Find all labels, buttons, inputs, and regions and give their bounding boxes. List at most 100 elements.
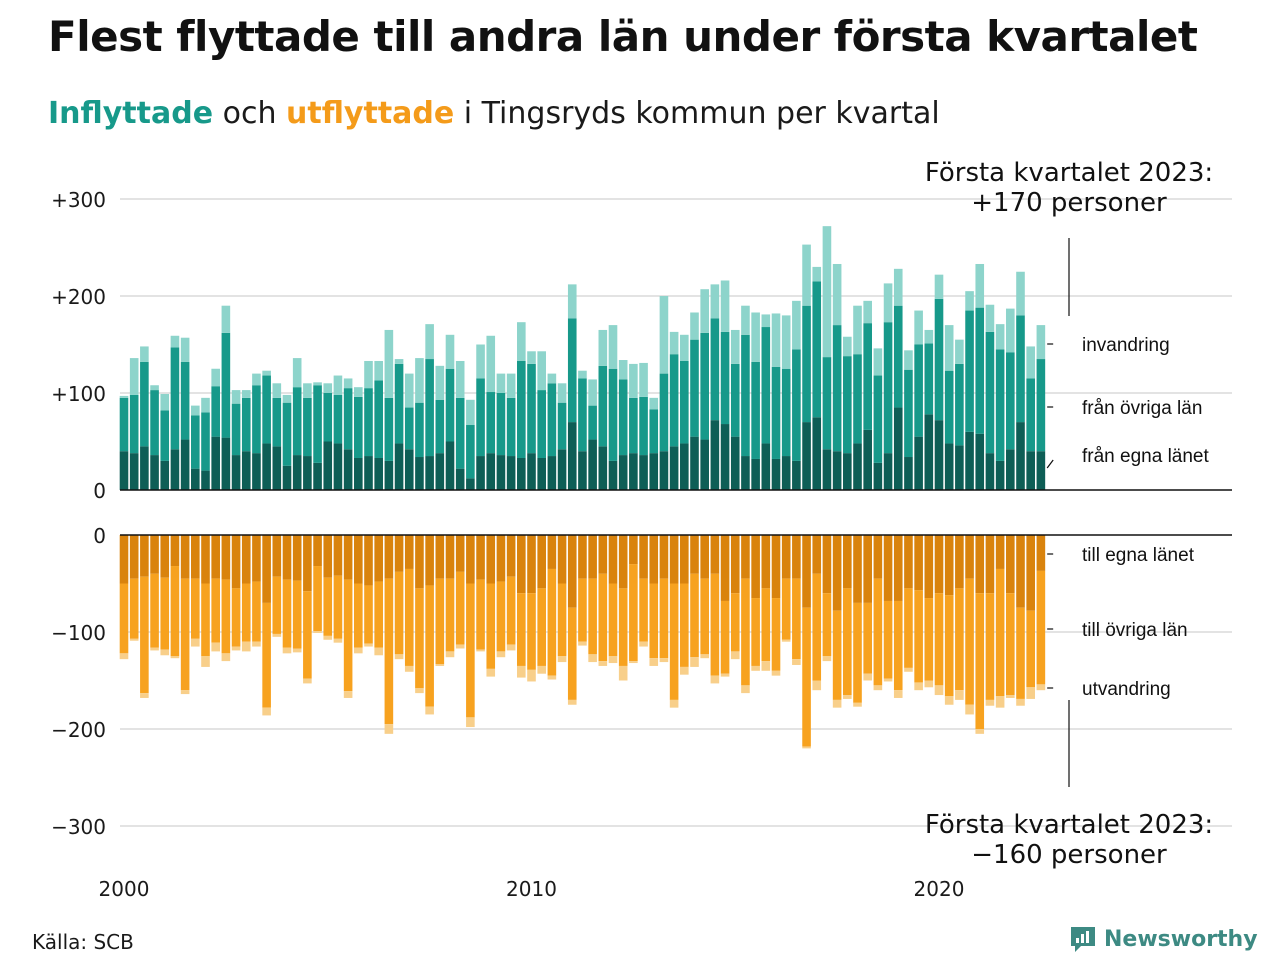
bar-out-ovriga [771,598,781,671]
bar-out-egna [323,535,333,578]
bar-in-egna [924,414,934,490]
bar-out-ovriga [985,593,995,700]
bar-out-egna [761,535,771,589]
bar-out-ovriga [965,578,974,705]
bar-out-egna [588,535,597,579]
bar-out-egna [160,535,170,578]
bar-out-egna [547,535,557,569]
bar-in-invandring [496,373,506,393]
bar-out-utvandring [303,678,312,684]
bar-out-egna [608,535,618,584]
legend-label-out: utvandring [1082,679,1171,700]
bar-out-ovriga [710,573,720,676]
bar-out-utvandring [333,638,343,643]
bar-out-utvandring [343,691,353,698]
bar-in-invandring [1016,271,1025,316]
bar-in-invandring [904,350,913,370]
bar-in-invandring [700,289,709,333]
bar-in-ovriga [435,399,445,454]
bar-out-utvandring [221,653,231,662]
bar-out-utvandring [160,649,170,656]
bar-in-ovriga [364,388,373,457]
bar-in-ovriga [1036,359,1046,452]
bar-in-ovriga [669,354,679,447]
bar-out-egna [1006,535,1015,594]
bar-in-invandring [924,329,934,344]
bar-out-ovriga [822,593,832,657]
bar-out-egna [883,535,893,601]
bar-out-utvandring [435,664,445,666]
bar-in-invandring [119,395,129,398]
bar-in-egna [547,456,557,490]
bar-out-ovriga [303,591,312,679]
bar-in-invandring [364,360,373,389]
bar-out-utvandring [934,685,944,696]
bar-out-utvandring [1026,687,1035,699]
legend-label-out: till övriga län [1082,620,1188,641]
bar-out-egna [150,535,159,574]
bar-in-ovriga [191,415,200,469]
bar-out-utvandring [150,647,159,651]
bar-in-ovriga [476,378,485,457]
bar-out-ovriga [1026,610,1035,688]
y-tick-label-top: +300 [51,188,106,212]
bar-in-invandring [802,244,811,306]
bar-out-egna [415,535,424,589]
bar-out-utvandring [455,644,465,649]
annotation-top-line1: Första kvartalet 2023: [925,158,1213,188]
bar-out-ovriga [252,581,261,642]
bar-in-invandring [129,358,139,395]
bar-out-ovriga [476,579,485,650]
bar-out-egna [354,535,363,584]
bar-out-utvandring [272,633,282,637]
bar-in-invandring [873,348,883,376]
bar-out-egna [659,535,669,579]
bar-out-egna [282,535,292,580]
bar-out-utvandring [690,657,699,667]
bar-in-invandring [893,268,903,306]
bar-in-egna [690,436,699,490]
bar-out-ovriga [629,564,638,662]
bar-in-egna [303,456,312,490]
bar-out-utvandring [669,699,679,708]
bar-out-utvandring [965,704,974,715]
bar-in-invandring [965,291,974,311]
bar-in-invandring [191,405,200,416]
bar-out-egna [343,535,353,580]
bar-in-invandring [914,310,923,345]
bar-out-utvandring [995,696,1005,708]
bar-out-egna [231,535,241,589]
bar-out-utvandring [252,641,261,647]
bar-out-egna [649,535,659,584]
bar-out-utvandring [129,638,139,641]
bar-in-invandring [140,346,149,362]
bar-in-egna [893,407,903,490]
x-tick-label: 2000 [99,877,150,901]
bar-out-egna [975,535,985,594]
bar-out-ovriga [231,588,241,647]
bar-in-invandring [588,379,597,406]
bar-in-ovriga [119,397,129,452]
bar-out-egna [853,535,862,603]
bar-in-egna [781,456,791,490]
bar-in-invandring [415,358,424,403]
bar-out-egna [934,535,944,594]
bar-in-invandring [557,383,567,403]
bar-in-invandring [985,304,995,332]
bar-in-ovriga [272,397,282,447]
bar-in-invandring [1026,346,1035,379]
bar-out-egna [639,535,648,579]
bar-out-ovriga [292,580,302,649]
bar-out-ovriga [241,583,251,642]
bar-out-egna [313,535,322,567]
bar-out-ovriga [924,598,934,681]
bar-in-egna [374,457,383,490]
bar-out-utvandring [680,666,689,675]
bar-in-egna [608,460,618,490]
bar-in-invandring [720,280,730,332]
bar-out-egna [252,535,261,582]
bar-out-ovriga [700,578,709,655]
bar-in-ovriga [445,368,455,442]
bar-in-egna [180,439,190,490]
bar-out-utvandring [618,665,628,681]
